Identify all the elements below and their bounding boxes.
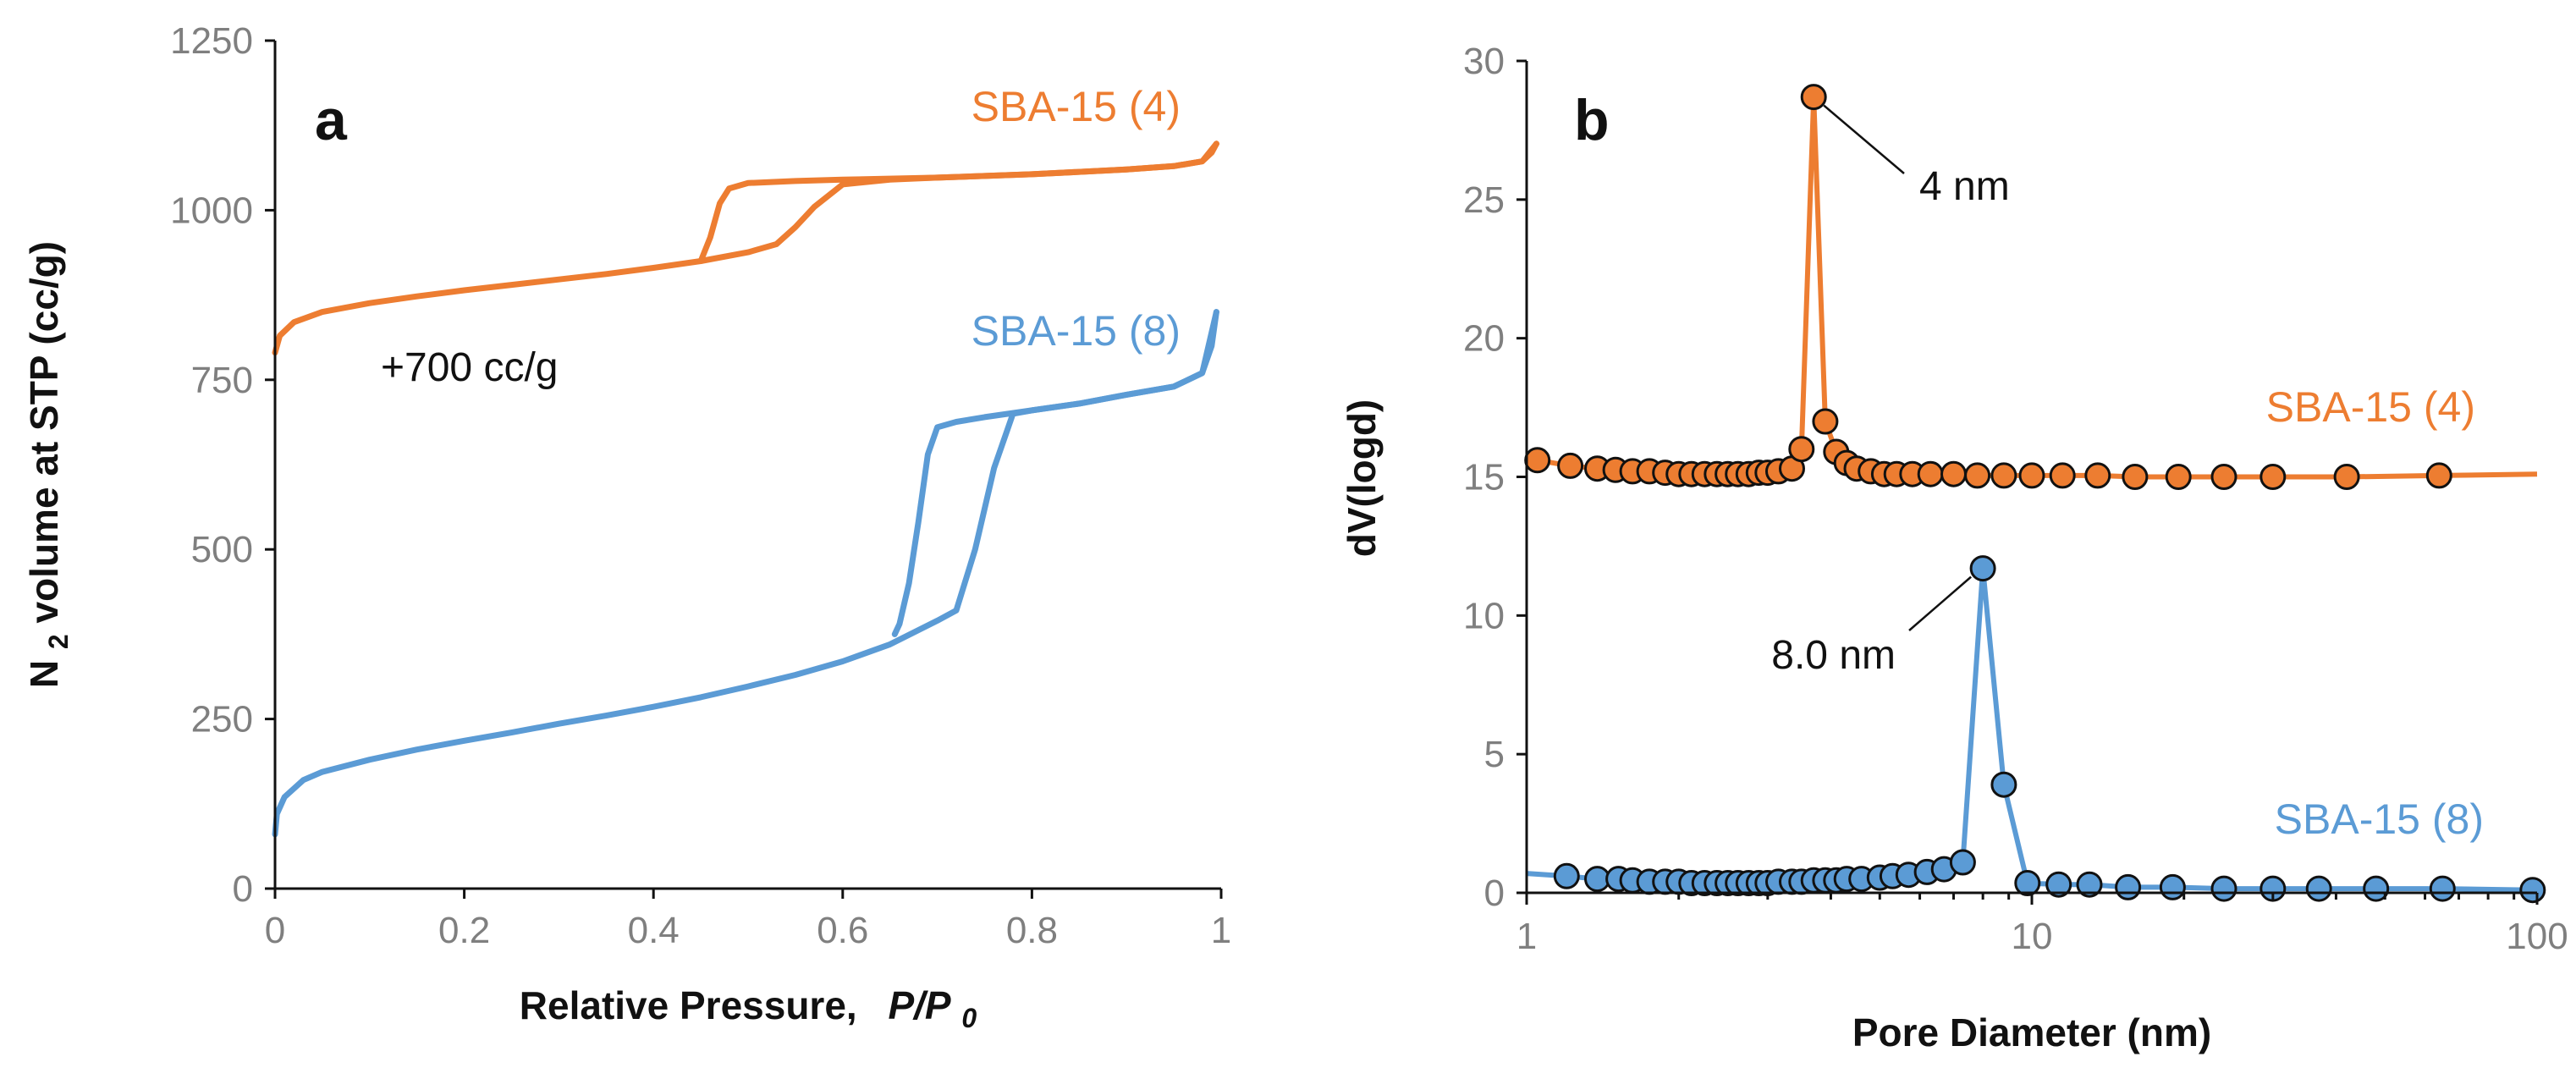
panel-b-sba-15-8-point	[2159, 873, 2186, 900]
panel-b-y-tick-label: 25	[1463, 179, 1505, 221]
panel-b-sba-15-4-point	[2210, 464, 2237, 490]
panel-a-y-tick-label: 1250	[170, 20, 253, 62]
panel-b-sba-15-4-point	[1524, 447, 1551, 474]
panel-a-x-tick-label: 0.6	[817, 910, 868, 951]
panel-b-annotation-8nm: 8.0 nm	[1771, 633, 1896, 678]
panel-a-series-label-sba15-4: SBA-15 (4)	[972, 83, 1181, 130]
panel-b-sba-15-4-point	[1917, 460, 1944, 487]
panel-b-y-tick-label: 0	[1484, 873, 1505, 914]
panel-b-sba-15-4-point	[2260, 464, 2287, 490]
panel-b-annotation-4nm: 4 nm	[1919, 164, 2010, 209]
panel-a-x-tick-label: 0	[265, 910, 285, 951]
panel-a-ticks: 0 250 500 750 1000 1250 0 0.2 0.4 0.6 0.8 1	[170, 20, 1231, 951]
panel-b-y-tick-label: 10	[1463, 595, 1505, 636]
panel-a-x-tick-label: 0.8	[1006, 910, 1058, 951]
panel-a-series	[272, 140, 1219, 838]
panel-b-annotation-4nm-leader	[1823, 104, 1905, 174]
panel-b-ticks: 0 5 10 15 20 25 30 1 10 100	[1463, 41, 2568, 957]
panel-b-sba-15-4-point	[1940, 460, 1967, 487]
panel-a-y-axis-title-sub: 2	[43, 634, 74, 649]
panel-a-y-tick-label: 750	[191, 360, 253, 401]
panel-b-sba-15-4-point	[2018, 462, 2045, 489]
panel-b-series	[1524, 84, 2546, 904]
panel-b-sba-15-8-point	[2519, 877, 2546, 904]
panel-a-series-label-sba15-8: SBA-15 (8)	[972, 307, 1181, 355]
panel-a-x-tick-label: 1	[1211, 910, 1231, 951]
panel-b-sba-15-4-point	[1812, 408, 1839, 435]
panel-b-sba-15-4-point	[2425, 462, 2452, 489]
panel-b-annotations: 4 nm 8.0 nm	[1771, 104, 2010, 678]
panel-b-sba-15-4-point	[2084, 462, 2111, 489]
panel-b-label: b	[1574, 88, 1610, 152]
panel-b-x-tick-label: 100	[2506, 916, 2568, 957]
panel-b-y-tick-label: 15	[1463, 457, 1505, 498]
panel-b-series-label-sba15-8: SBA-15 (8)	[2275, 795, 2484, 843]
panel-b-sba-15-8-point	[2076, 871, 2103, 898]
panel-b-sba-15-8-point	[2363, 875, 2390, 902]
panel-a-x-axis-title-sub: 0	[961, 1003, 977, 1033]
panel-a-sba-15-8-adsorption-line	[272, 309, 1219, 838]
panel-b-sba-15-4-point	[2122, 464, 2149, 490]
panel-a-x-tick-label: 0.4	[628, 910, 680, 951]
panel-b-y-tick-label: 20	[1463, 318, 1505, 360]
panel-a-x-tick-label: 0.2	[438, 910, 490, 951]
panel-a-y-axis-title: N 2 volume at STP (cc/g)	[22, 241, 76, 688]
panel-b-sba-15-4-point	[2049, 462, 2076, 489]
panel-b-sba-15-8-point	[2429, 875, 2456, 902]
panel-b-y-tick-label: 30	[1463, 41, 1505, 82]
panel-a-y-tick-label: 1000	[170, 190, 253, 231]
panel-a-x-axis-title: Relative Pressure, P/P 0	[520, 983, 977, 1033]
panel-a-x-axis-title-main: Relative Pressure,	[520, 983, 857, 1027]
panel-b-x-tick-label: 10	[2012, 916, 2053, 957]
panel-a-isotherm-chart: 0 250 500 750 1000 1250 0 0.2 0.4 0.6 0.8 1 a SBA-1…	[22, 20, 1231, 1033]
panel-b-x-tick-label: 1	[1516, 916, 1537, 957]
panel-b-sba-15-4-point	[1990, 462, 2017, 489]
panel-b-pore-distribution-chart: 0 5 10 15 20 25 30 1 10 100 b 4 nm 8.0 nm SBA-15 (…	[1340, 41, 2568, 1054]
panel-a-offset-note: +700 cc/g	[381, 345, 558, 390]
panel-b-sba-15-8-point	[2260, 875, 2287, 902]
panel-a-y-tick-label: 0	[233, 868, 253, 910]
panel-b-annotation-8nm-leader	[1908, 575, 1972, 631]
panel-b-sba-15-8-point	[2045, 871, 2072, 898]
panel-b-sba-15-8-point	[1990, 771, 2017, 798]
panel-a-sba-15-8-desorption-line	[891, 309, 1219, 637]
panel-a-sba-15-4-desorption-line	[697, 140, 1219, 264]
panel-b-sba-15-8-point	[2014, 870, 2041, 896]
panel-b-sba-15-8-point	[1949, 849, 1976, 876]
panel-b-sba-15-4-point	[2165, 464, 2192, 490]
panel-b-y-tick-label: 5	[1484, 734, 1505, 775]
panel-b-sba-15-4-point	[2333, 464, 2360, 490]
panel-b-series-label-sba15-4: SBA-15 (4)	[2266, 383, 2475, 431]
panel-b-sba-15-8-point	[2305, 875, 2332, 902]
panel-b-sba-15-4-point	[1800, 84, 1827, 111]
panel-a-label: a	[315, 88, 348, 152]
panel-b-sba-15-8-point	[1969, 555, 1996, 582]
panel-a-y-tick-label: 500	[191, 529, 253, 570]
panel-b-sba-15-4-point	[1557, 452, 1584, 479]
panel-b-y-axis-title: dV(logd)	[1340, 399, 1384, 558]
panel-b-sba-15-4-point	[1788, 436, 1815, 463]
panel-b-sba-15-8-point	[2115, 873, 2142, 900]
panel-b-sba-15-8-point	[2210, 875, 2237, 902]
panel-b-sba-15-4-point	[1964, 462, 1991, 489]
panel-b-sba-15-8-point	[1553, 862, 1580, 889]
panel-b-x-axis-title: Pore Diameter (nm)	[1852, 1010, 2211, 1054]
panel-a-y-tick-label: 250	[191, 699, 253, 740]
panel-a-y-axis-title-n: N	[22, 660, 66, 688]
panel-a-x-axis-title-ratio: P/P	[888, 983, 950, 1027]
panel-a-y-axis-title-rest: volume at STP (cc/g)	[22, 241, 66, 624]
